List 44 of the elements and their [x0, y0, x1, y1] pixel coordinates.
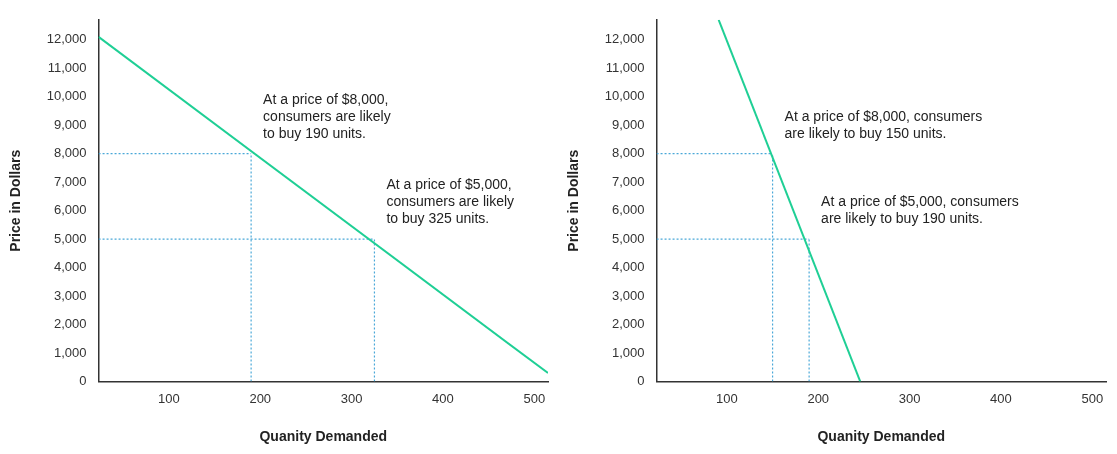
y-tick-label: 3,000: [54, 287, 87, 303]
x-tick-label: 400: [432, 390, 454, 406]
y-tick-label: 2,000: [54, 316, 87, 332]
y-tick-label: 10,000: [46, 88, 87, 104]
x-tick-label: 300: [898, 390, 921, 406]
y-tick-label: 2,000: [612, 316, 645, 332]
y-tick-label: 4,000: [54, 259, 87, 275]
x-axis-title: Quanity Demanded: [259, 428, 388, 445]
y-tick-label: 11,000: [605, 59, 645, 75]
y-axis-title: Price in Dollars: [7, 149, 24, 252]
y-tick-label: 1,000: [54, 344, 87, 360]
annotation: At a price of $5,000, consumers are likely to buy 325 units.: [386, 176, 515, 227]
x-tick-label: 200: [249, 390, 272, 406]
y-tick-label: 7,000: [612, 173, 645, 189]
y-tick-label: 8,000: [54, 145, 87, 161]
x-tick-label: 100: [716, 390, 738, 406]
y-tick-label: 1,000: [612, 344, 645, 360]
y-tick-label: 4,000: [612, 259, 645, 275]
x-tick-label: 500: [523, 390, 546, 406]
y-tick-label: 9,000: [54, 116, 87, 132]
annotation: At a price of $8,000, consumers are likely to buy 190 units.: [263, 90, 391, 141]
x-tick-label: 200: [807, 390, 830, 406]
y-tick-label: 5,000: [612, 230, 645, 246]
annotation: At a price of $8,000, consumers are likely to buy 150 units.: [784, 107, 983, 141]
y-tick-label: 6,000: [612, 202, 645, 218]
x-tick-label: 100: [158, 390, 180, 406]
y-tick-label: 6,000: [54, 202, 87, 218]
y-tick-label: 3,000: [612, 287, 645, 303]
y-tick-label: 12,000: [604, 31, 645, 47]
y-axis-title: Price in Dollars: [565, 149, 582, 252]
x-axis-title: Quanity Demanded: [817, 428, 946, 445]
x-tick-label: 400: [990, 390, 1012, 406]
y-tick-label: 9,000: [612, 116, 645, 132]
annotation: At a price of $5,000, consumers are likely to buy 190 units.: [821, 193, 1019, 227]
y-tick-label: 7,000: [54, 173, 87, 189]
x-tick-label: 500: [1081, 390, 1104, 406]
y-tick-label: 10,000: [604, 88, 645, 104]
y-tick-label: 5,000: [54, 230, 87, 246]
y-tick-label: 12,000: [46, 31, 87, 47]
y-tick-label: 0: [79, 373, 87, 389]
y-tick-label: 8,000: [612, 145, 645, 161]
x-tick-label: 300: [340, 390, 363, 406]
y-tick-label: 0: [637, 373, 645, 389]
y-tick-label: 11,000: [47, 59, 87, 75]
